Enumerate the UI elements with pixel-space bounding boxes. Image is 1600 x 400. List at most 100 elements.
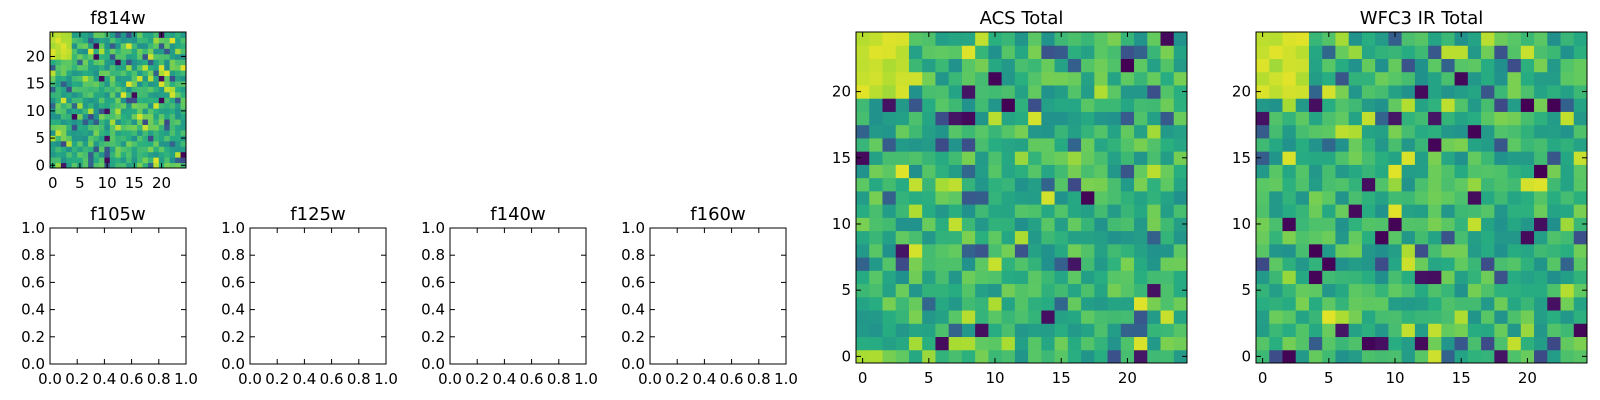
heatmap-cell <box>175 97 182 104</box>
heatmap-cell <box>1494 204 1509 218</box>
heatmap-cell <box>137 91 143 98</box>
heatmap-cell <box>1481 164 1495 179</box>
heatmap-cell <box>158 86 165 93</box>
heatmap-cell <box>1160 349 1175 364</box>
heatmap-cell <box>1147 323 1162 338</box>
heatmap-cell <box>93 59 100 66</box>
heatmap-cell <box>98 129 105 136</box>
heatmap-cell <box>1361 84 1376 99</box>
heatmap-cell <box>175 37 182 44</box>
heatmap-cell <box>1388 257 1403 271</box>
heatmap-cell <box>1467 111 1482 126</box>
heatmap-cell <box>1160 84 1175 99</box>
heatmap-cell <box>1256 336 1270 351</box>
heatmap-cell <box>1282 270 1297 285</box>
heatmap-cell <box>82 64 89 71</box>
heatmap-cell <box>1560 204 1575 218</box>
heatmap-cell <box>1414 204 1429 218</box>
heatmap-cell <box>1322 270 1336 285</box>
heatmap-cell <box>1454 283 1469 298</box>
heatmap-cell <box>1041 45 1056 59</box>
heatmap-cell <box>869 124 883 139</box>
heatmap-cell <box>120 59 127 66</box>
heatmap-cell <box>1322 204 1336 218</box>
heatmap-cell <box>1375 177 1389 192</box>
heatmap-cell <box>1335 58 1350 73</box>
heatmap-cell <box>922 283 936 298</box>
heatmap-cell <box>175 108 182 115</box>
heatmap-cell <box>120 80 127 87</box>
heatmap-cell <box>109 157 116 164</box>
heatmap-cell <box>1335 204 1350 218</box>
heatmap-cell <box>1067 310 1082 324</box>
heatmap-cell <box>1308 204 1323 218</box>
heatmap-cell <box>66 70 73 77</box>
heatmap-cell <box>1094 323 1109 338</box>
heatmap-cell <box>948 217 963 232</box>
heatmap-cell <box>120 140 127 147</box>
heatmap-cell <box>1014 137 1029 152</box>
heatmap-cell <box>1001 177 1016 192</box>
heatmap-cell <box>1401 323 1416 338</box>
heatmap-cell <box>60 102 67 109</box>
heatmap-cell <box>1120 98 1135 112</box>
heatmap-cell <box>1428 32 1442 46</box>
heatmap-cell <box>1081 243 1095 258</box>
heatmap-cell <box>1256 137 1270 152</box>
heatmap-cell <box>1067 111 1082 126</box>
heatmap-cell <box>1107 111 1122 126</box>
heatmap-cell <box>1120 336 1135 351</box>
heatmap-cell <box>66 97 73 104</box>
heatmap-cell <box>1001 71 1016 86</box>
heatmap-cell <box>109 64 116 71</box>
heatmap-cell <box>142 37 149 44</box>
heatmap-cell <box>1507 58 1522 73</box>
heatmap-cell <box>1107 177 1122 192</box>
heatmap-cell <box>856 243 870 258</box>
y-tick-label: 10 <box>26 102 45 120</box>
heatmap-cell <box>922 204 936 218</box>
heatmap-cell <box>1014 336 1029 351</box>
heatmap-cell <box>908 164 923 179</box>
heatmap-cell <box>1361 98 1376 112</box>
heatmap-cell <box>975 137 989 152</box>
heatmap-cell <box>66 75 73 82</box>
y-tick-label: 15 <box>26 75 45 93</box>
heatmap-cell <box>1520 217 1535 232</box>
heatmap-cell <box>1375 71 1389 86</box>
heatmap-cell <box>93 48 100 55</box>
heatmap-cell <box>82 102 89 109</box>
heatmap-cell <box>147 140 154 147</box>
heatmap-cell <box>126 102 133 109</box>
heatmap-cell <box>1335 323 1350 338</box>
heatmap-cell <box>1014 111 1029 126</box>
heatmap-cell <box>1494 296 1509 311</box>
heatmap-cell <box>82 108 89 115</box>
heatmap-cell <box>1014 45 1029 59</box>
heatmap-cell <box>1107 243 1122 258</box>
x-tick-label: 0.6 <box>120 370 144 388</box>
heatmap-cell <box>1067 45 1082 59</box>
heatmap-cell <box>50 86 56 93</box>
heatmap-cell <box>1107 98 1122 112</box>
heatmap-cell <box>1054 124 1069 139</box>
heatmap-cell <box>175 32 182 38</box>
heatmap-cell <box>1322 177 1336 192</box>
heatmap-cell <box>1295 58 1310 73</box>
heatmap-cell <box>126 135 133 142</box>
heatmap-cell <box>109 108 116 115</box>
heatmap-cell <box>1428 336 1442 351</box>
heatmap-cell <box>1428 257 1442 271</box>
heatmap-cell <box>1481 137 1495 152</box>
heatmap-cell <box>856 151 870 165</box>
heatmap-cell <box>1120 177 1135 192</box>
heatmap-cell <box>1375 151 1389 165</box>
x-tick-label: 0.2 <box>465 370 489 388</box>
heatmap-cell <box>71 162 78 169</box>
heatmap-cell <box>158 64 165 71</box>
heatmap-cell <box>1414 230 1429 245</box>
heatmap-cell <box>895 283 910 298</box>
heatmap-cell <box>935 84 950 99</box>
heatmap-cell <box>1081 336 1095 351</box>
